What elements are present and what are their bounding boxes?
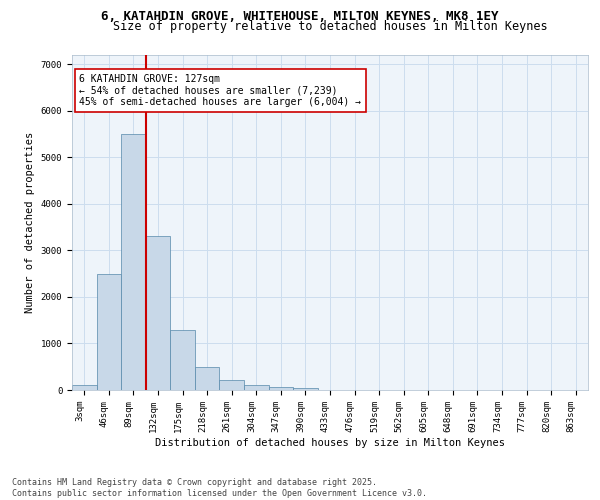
X-axis label: Distribution of detached houses by size in Milton Keynes: Distribution of detached houses by size … [155, 438, 505, 448]
Bar [121, 134, 146, 390]
Bar [146, 236, 170, 390]
Bar [244, 386, 269, 390]
Bar [269, 386, 293, 390]
Bar [72, 386, 97, 390]
Text: 6 KATAHDIN GROVE: 127sqm
← 54% of detached houses are smaller (7,239)
45% of sem: 6 KATAHDIN GROVE: 127sqm ← 54% of detach… [79, 74, 361, 107]
Bar [293, 388, 318, 390]
Bar [195, 366, 220, 390]
Text: Contains HM Land Registry data © Crown copyright and database right 2025.
Contai: Contains HM Land Registry data © Crown c… [12, 478, 427, 498]
Title: Size of property relative to detached houses in Milton Keynes: Size of property relative to detached ho… [113, 20, 547, 33]
Bar [170, 330, 195, 390]
Bar [220, 380, 244, 390]
Bar [97, 274, 121, 390]
Y-axis label: Number of detached properties: Number of detached properties [25, 132, 35, 313]
Text: 6, KATAHDIN GROVE, WHITEHOUSE, MILTON KEYNES, MK8 1EY: 6, KATAHDIN GROVE, WHITEHOUSE, MILTON KE… [101, 10, 499, 23]
